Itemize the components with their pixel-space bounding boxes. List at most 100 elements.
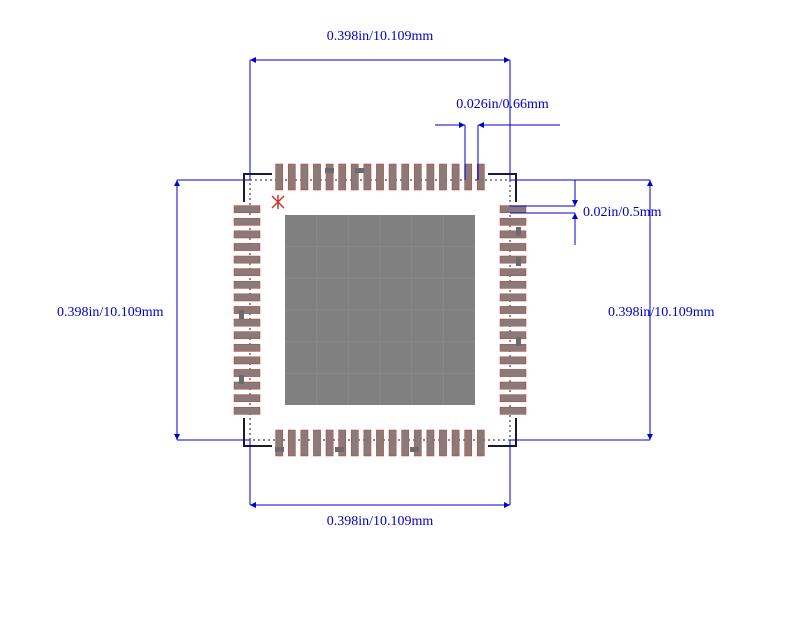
pad-left	[234, 218, 260, 225]
pad-bottom	[414, 430, 421, 456]
pad-right	[500, 231, 526, 238]
pad-bottom	[339, 430, 346, 456]
pad-left	[234, 357, 260, 364]
pad-bottom	[389, 430, 396, 456]
pad-top	[301, 164, 308, 190]
pad-top	[339, 164, 346, 190]
fiducial-mark	[325, 168, 334, 173]
pad-top	[288, 164, 295, 190]
corner-mark	[244, 418, 272, 446]
pad-left	[234, 281, 260, 288]
pad-left	[234, 332, 260, 339]
dim-arrow	[250, 57, 256, 63]
pad-left	[234, 206, 260, 213]
fiducial-mark	[335, 447, 344, 452]
pin1-marker	[272, 195, 284, 209]
pad-left	[234, 382, 260, 389]
bottom-label: 0.398in/10.109mm	[327, 514, 434, 529]
fiducial-mark	[516, 257, 521, 266]
slug-label: [N]	[377, 308, 382, 313]
dim-arrow	[504, 57, 510, 63]
pad-right	[500, 218, 526, 225]
pad-right	[500, 256, 526, 263]
pad-top	[351, 164, 358, 190]
pad-top	[313, 164, 320, 190]
dim-arrow	[174, 180, 180, 186]
corner-mark	[488, 418, 516, 446]
left-label: 0.398in/10.109mm	[57, 305, 164, 320]
pad-right	[500, 269, 526, 276]
pad-top	[402, 164, 409, 190]
dim-arrow	[250, 502, 256, 508]
corner-mark	[488, 174, 516, 202]
right-label: 0.398in/10.109mm	[608, 305, 715, 320]
pad-bottom	[465, 430, 472, 456]
pad-bottom	[301, 430, 308, 456]
pad-left	[234, 344, 260, 351]
pad-bottom	[439, 430, 446, 456]
pad-top	[439, 164, 446, 190]
pad-left	[234, 306, 260, 313]
pad-left	[234, 269, 260, 276]
pad-top	[364, 164, 371, 190]
pad-left	[234, 256, 260, 263]
pad-right	[500, 294, 526, 301]
dim-arrow	[572, 200, 578, 206]
pad-left	[234, 395, 260, 402]
pad-bottom	[364, 430, 371, 456]
pad-left	[234, 369, 260, 376]
pad-bottom	[276, 430, 283, 456]
pad-right	[500, 369, 526, 376]
pad-bottom	[326, 430, 333, 456]
pad-right	[500, 407, 526, 414]
dim-arrow	[504, 502, 510, 508]
pad-bottom	[402, 430, 409, 456]
pad-top	[465, 164, 472, 190]
pad-left	[234, 407, 260, 414]
pitch-label: 0.026in/0.66mm	[456, 97, 549, 112]
dim-arrow	[647, 180, 653, 186]
pad-left	[234, 319, 260, 326]
fiducial-mark	[516, 227, 521, 236]
pad-top	[389, 164, 396, 190]
top-label: 0.398in/10.109mm	[327, 29, 434, 44]
pad-bottom	[376, 430, 383, 456]
pad-top	[414, 164, 421, 190]
fiducial-mark	[275, 447, 284, 452]
dim-arrow	[459, 122, 465, 128]
pad-right	[500, 395, 526, 402]
fiducial-mark	[239, 310, 244, 319]
pad-top	[326, 164, 333, 190]
pad-top	[276, 164, 283, 190]
fiducial-mark	[516, 337, 521, 346]
pad-right	[500, 281, 526, 288]
pad-right	[500, 206, 526, 213]
corner-mark	[244, 174, 272, 202]
dim-arrow	[572, 213, 578, 219]
padw-label: 0.02in/0.5mm	[583, 205, 662, 220]
dim-arrow	[647, 434, 653, 440]
pad-top	[427, 164, 434, 190]
pad-bottom	[288, 430, 295, 456]
pad-right	[500, 344, 526, 351]
pad-bottom	[477, 430, 484, 456]
pad-bottom	[427, 430, 434, 456]
fiducial-mark	[355, 168, 364, 173]
pad-right	[500, 319, 526, 326]
pad-left	[234, 243, 260, 250]
fiducial-mark	[239, 375, 244, 384]
pad-right	[500, 357, 526, 364]
pad-top	[376, 164, 383, 190]
pad-right	[500, 306, 526, 313]
fiducial-mark	[410, 447, 419, 452]
pad-right	[500, 243, 526, 250]
pad-right	[500, 382, 526, 389]
pad-top	[452, 164, 459, 190]
pad-left	[234, 231, 260, 238]
pad-bottom	[452, 430, 459, 456]
dim-arrow	[478, 122, 484, 128]
dim-arrow	[174, 434, 180, 440]
pad-bottom	[313, 430, 320, 456]
pad-right	[500, 332, 526, 339]
pad-left	[234, 294, 260, 301]
